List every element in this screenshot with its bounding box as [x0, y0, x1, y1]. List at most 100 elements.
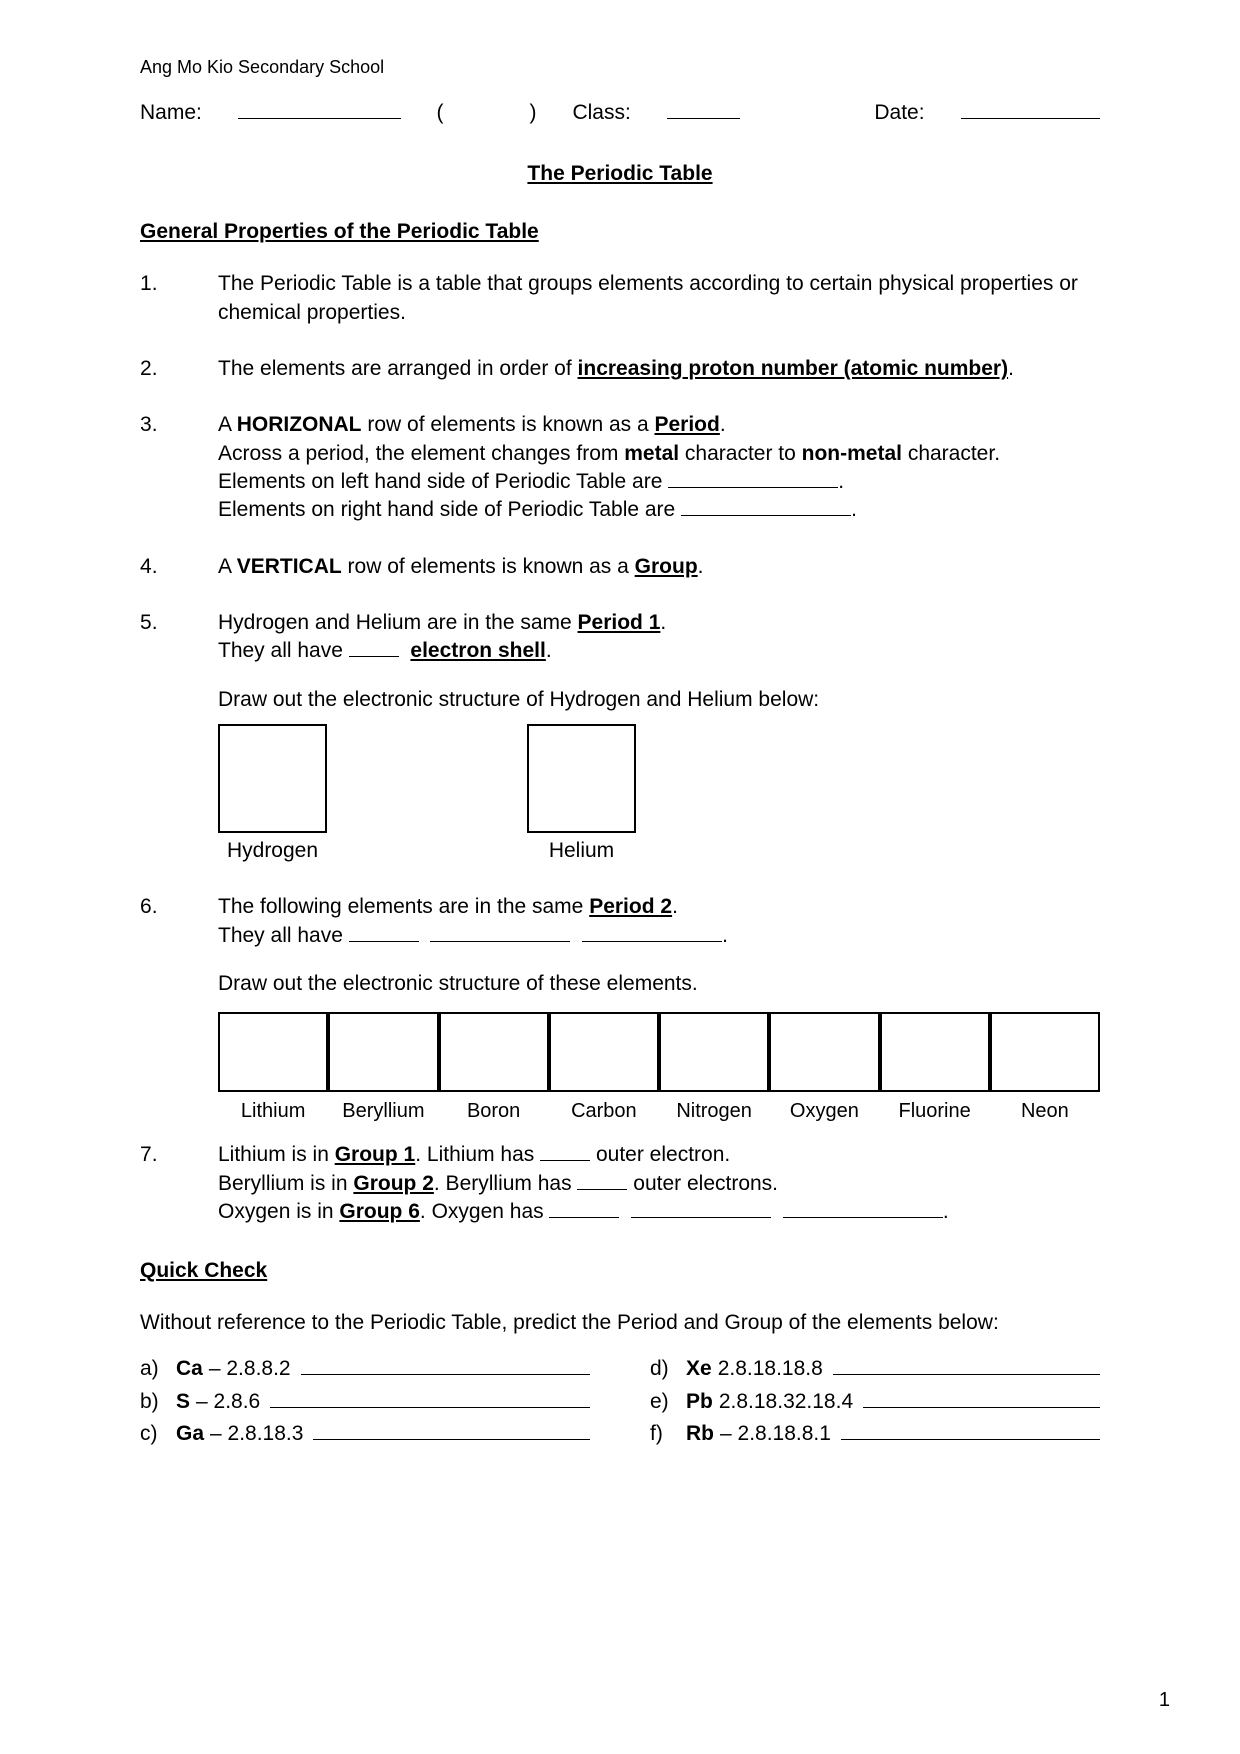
qc-d-blank[interactable]: [833, 1355, 1100, 1375]
qc-c-lbl: c): [140, 1420, 176, 1448]
box-boron[interactable]: [439, 1012, 549, 1092]
i6d-blank2[interactable]: [430, 922, 570, 942]
i5c: .: [660, 611, 666, 634]
i7l: .: [943, 1200, 949, 1223]
i7g: . Beryllium has: [434, 1172, 578, 1195]
qc-d: d) Xe 2.8.18.18.8: [650, 1355, 1100, 1383]
header-row: Name: ( ) Class: Date:: [140, 99, 1100, 127]
qc-d-sym: Xe: [686, 1355, 712, 1383]
item-2a: The elements are arranged in order of: [218, 357, 578, 380]
qc-b-blank[interactable]: [270, 1388, 590, 1408]
el-nitrogen: Nitrogen: [659, 1012, 769, 1125]
i7k: . Oxygen has: [420, 1200, 550, 1223]
item-6: The following elements are in the same P…: [140, 893, 1100, 998]
date-blank[interactable]: [961, 99, 1100, 119]
i3l: .: [838, 470, 844, 493]
box-nitrogen[interactable]: [659, 1012, 769, 1092]
i6d: They all have: [218, 924, 349, 947]
box-fluorine[interactable]: [880, 1012, 990, 1092]
item-4: A VERTICAL row of elements is known as a…: [140, 553, 1100, 581]
name-blank[interactable]: [238, 99, 401, 119]
lbl-carbon: Carbon: [571, 1098, 637, 1125]
i7f: Group 2: [353, 1172, 434, 1195]
qc-f-lbl: f): [650, 1420, 686, 1448]
i6d-blank1[interactable]: [349, 922, 419, 942]
helium-box[interactable]: [527, 724, 636, 833]
i6d-blank3[interactable]: [582, 922, 722, 942]
qc-a: a) Ca – 2.8.8.2: [140, 1355, 590, 1383]
qc-b-sym: S: [176, 1388, 190, 1416]
i7b: Group 1: [335, 1143, 416, 1166]
lbl-lithium: Lithium: [241, 1098, 305, 1125]
i7j: Group 6: [339, 1200, 420, 1223]
hydrogen-helium-row: Hydrogen Helium: [218, 724, 1100, 865]
item-2c: .: [1008, 357, 1014, 380]
lbl-neon: Neon: [1021, 1098, 1069, 1125]
i3k-blank[interactable]: [668, 468, 838, 488]
box-lithium[interactable]: [218, 1012, 328, 1092]
period2-grid: Lithium Beryllium Boron Carbon Nitrogen …: [218, 1012, 1100, 1125]
lbl-oxygen: Oxygen: [790, 1098, 859, 1125]
box-carbon[interactable]: [549, 1012, 659, 1092]
item-1-text: The Periodic Table is a table that group…: [218, 272, 1078, 323]
main-list: The Periodic Table is a table that group…: [140, 270, 1100, 998]
i5e: electron shell: [410, 639, 545, 662]
i3i: non-metal: [802, 442, 902, 465]
qc-f-conf: – 2.8.18.8.1: [720, 1420, 831, 1448]
qc-d-conf: 2.8.18.18.8: [718, 1355, 823, 1383]
page-number: 1: [1159, 1687, 1170, 1714]
qc-f-blank[interactable]: [841, 1420, 1100, 1440]
qc-f-sym: Rb: [686, 1420, 714, 1448]
helium-cell: Helium: [527, 724, 636, 865]
qc-col-right: d) Xe 2.8.18.18.8 e) Pb 2.8.18.32.18.4 f…: [650, 1355, 1100, 1452]
i7e: Beryllium is in: [218, 1172, 353, 1195]
i7h: outer electrons.: [627, 1172, 778, 1195]
i3k: Elements on left hand side of Periodic T…: [218, 470, 668, 493]
quick-check-intro: Without reference to the Periodic Table,…: [140, 1309, 1100, 1337]
i4d: Group: [635, 555, 698, 578]
item-2: The elements are arranged in order of in…: [140, 355, 1100, 383]
class-label: Class:: [572, 99, 630, 127]
i3a: A: [218, 413, 237, 436]
el-fluorine: Fluorine: [880, 1012, 990, 1125]
i3m-blank[interactable]: [681, 497, 851, 517]
i7a: Lithium is in: [218, 1143, 335, 1166]
qc-c-blank[interactable]: [313, 1420, 590, 1440]
el-lithium: Lithium: [218, 1012, 328, 1125]
i7g-blank[interactable]: [577, 1170, 627, 1190]
box-oxygen[interactable]: [769, 1012, 879, 1092]
item-7: Lithium is in Group 1. Lithium has outer…: [140, 1141, 1100, 1226]
i7c-blank[interactable]: [540, 1142, 590, 1162]
hydrogen-box[interactable]: [218, 724, 327, 833]
item-3: A HORIZONAL row of elements is known as …: [140, 411, 1100, 524]
qc-c-conf: – 2.8.18.3: [210, 1420, 303, 1448]
item-5: Hydrogen and Helium are in the same Peri…: [140, 609, 1100, 865]
i7k-blank1[interactable]: [549, 1198, 619, 1218]
item-1: The Periodic Table is a table that group…: [140, 270, 1100, 327]
i6f: Draw out the electronic structure of the…: [218, 972, 698, 995]
qc-f: f) Rb – 2.8.18.8.1: [650, 1420, 1100, 1448]
lbl-nitrogen: Nitrogen: [676, 1098, 752, 1125]
date-label: Date:: [874, 99, 924, 127]
qc-a-blank[interactable]: [301, 1355, 590, 1375]
i5f: .: [546, 639, 552, 662]
qc-e-blank[interactable]: [863, 1388, 1100, 1408]
i3e: .: [720, 413, 726, 436]
qc-b: b) S – 2.8.6: [140, 1388, 590, 1416]
qc-a-conf: – 2.8.8.2: [209, 1355, 291, 1383]
box-beryllium[interactable]: [328, 1012, 438, 1092]
name-label: Name:: [140, 99, 202, 127]
i7k-blank2[interactable]: [631, 1198, 771, 1218]
i7c: . Lithium has: [415, 1143, 540, 1166]
quick-check-list: a) Ca – 2.8.8.2 b) S – 2.8.6 c) Ga – 2.8…: [140, 1355, 1100, 1452]
helium-label: Helium: [549, 837, 614, 865]
i6b: Period 2: [589, 895, 672, 918]
box-neon[interactable]: [990, 1012, 1100, 1092]
class-blank[interactable]: [667, 99, 741, 119]
i3n: .: [851, 498, 857, 521]
period2-row: Lithium Beryllium Boron Carbon Nitrogen …: [218, 1012, 1100, 1125]
qc-e: e) Pb 2.8.18.32.18.4: [650, 1388, 1100, 1416]
i6a: The following elements are in the same: [218, 895, 589, 918]
i7k-blank3[interactable]: [783, 1198, 943, 1218]
i5d-blank[interactable]: [349, 638, 399, 658]
